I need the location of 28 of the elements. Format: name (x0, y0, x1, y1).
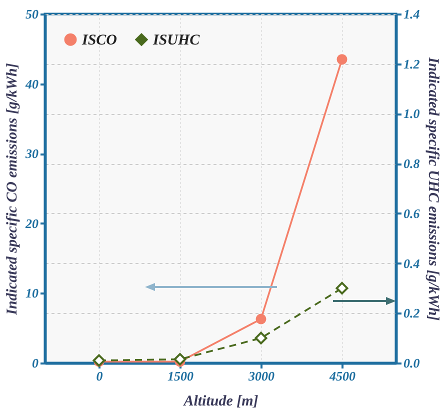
y2-tick-label: 0.2 (404, 306, 420, 321)
y-tick-label: 30 (24, 146, 39, 162)
y2-tick-label: 1.2 (404, 56, 420, 72)
x-tick-label: 0 (96, 368, 104, 384)
y2-tick-label: 1.4 (404, 6, 420, 22)
point (256, 314, 266, 324)
legend-label: ISUHC (152, 32, 201, 49)
x-tick-label: 1500 (168, 368, 194, 384)
y2-tick-label: 1.0 (404, 106, 420, 122)
legend-label: ISCO (81, 32, 118, 49)
y-tick-label: 20 (24, 216, 39, 231)
y-tick-label: 40 (24, 76, 39, 92)
y2-axis-title: Indicated specific UHC emissions [g/kWh] (424, 56, 441, 321)
y2-tick-label: 0.6 (404, 206, 420, 221)
y2-tick-label: 0.4 (404, 256, 420, 271)
point (174, 353, 186, 366)
x-axis-title: Altitude [m] (182, 394, 258, 410)
y-axis-title: Indicated specific CO emissions [g/kWh] (4, 63, 20, 316)
x-tick-label: 4500 (328, 368, 356, 384)
point (254, 332, 268, 344)
y-tick-label: 50 (26, 6, 39, 22)
y2-tick-label: 0.0 (404, 356, 420, 370)
y-tick-label: 0 (32, 356, 39, 370)
x-tick-label: 3000 (248, 368, 275, 384)
y2-tick-label: 0.8 (404, 156, 420, 172)
point (336, 282, 348, 294)
point (336, 54, 348, 65)
y-tick-label: 10 (26, 286, 39, 301)
